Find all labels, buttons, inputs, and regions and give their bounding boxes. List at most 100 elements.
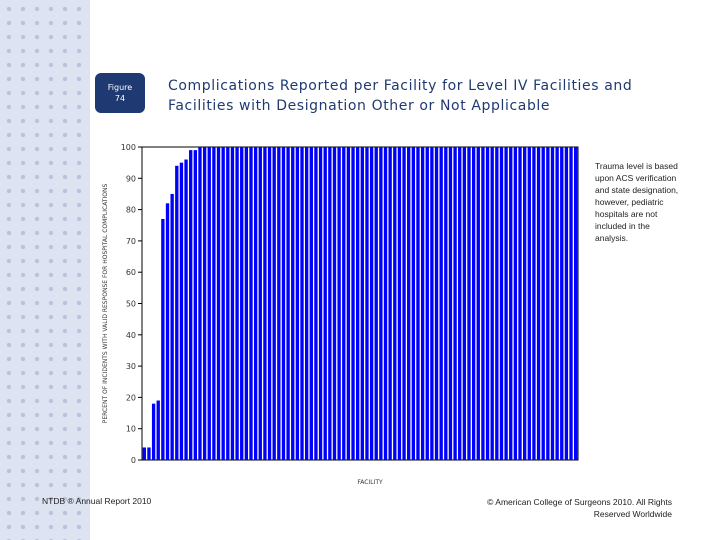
bar <box>328 147 332 460</box>
bar <box>165 203 170 460</box>
y-tick-label: 50 <box>126 300 136 309</box>
bar <box>240 147 244 460</box>
figure-badge: Figure 74 <box>95 73 145 113</box>
bar <box>564 147 569 460</box>
bar <box>481 147 485 460</box>
y-tick-label: 90 <box>126 174 136 183</box>
bar <box>272 147 276 460</box>
bar <box>495 147 499 460</box>
bar <box>212 147 216 460</box>
y-tick-label: 30 <box>126 362 136 371</box>
bar <box>527 147 531 460</box>
bar <box>379 147 383 460</box>
bar <box>509 147 513 460</box>
bar <box>221 147 225 460</box>
bar <box>462 147 467 460</box>
bar <box>444 147 448 460</box>
bar <box>471 147 476 460</box>
bar <box>467 147 471 460</box>
bar <box>560 147 564 460</box>
bar <box>277 147 281 460</box>
y-tick-label: 70 <box>126 237 136 246</box>
bar <box>281 147 286 460</box>
bar <box>458 147 462 460</box>
bar <box>351 147 355 460</box>
bar <box>226 147 230 460</box>
bar <box>518 147 522 460</box>
bar <box>244 147 249 460</box>
bar <box>402 147 406 460</box>
bar <box>249 147 253 460</box>
bar <box>420 147 425 460</box>
bar <box>342 147 346 460</box>
bar <box>476 147 480 460</box>
plot-area <box>141 146 579 461</box>
bar <box>230 147 235 460</box>
bar <box>263 147 267 460</box>
footer-report-name: NTDB ® Annual Report 2010 <box>42 496 152 506</box>
y-tick-label: 80 <box>126 206 136 215</box>
bar <box>360 147 364 460</box>
y-tick-label: 60 <box>126 268 136 277</box>
bar <box>193 150 198 460</box>
bar <box>532 147 536 460</box>
bar <box>323 147 327 460</box>
sidebar-dot-pattern <box>0 0 90 540</box>
bar <box>207 147 211 460</box>
bar <box>170 193 174 460</box>
bar <box>411 147 416 460</box>
plot-frame <box>141 146 579 461</box>
figure-number: 74 <box>114 94 126 103</box>
bar <box>448 147 453 460</box>
bar <box>318 147 323 460</box>
bar <box>161 218 165 460</box>
figure-label: Figure <box>107 83 133 92</box>
bar <box>490 147 494 460</box>
bar <box>574 147 578 460</box>
bar <box>546 147 550 460</box>
bar <box>569 147 573 460</box>
bar <box>142 447 146 460</box>
bar <box>300 147 304 460</box>
bar <box>369 147 374 460</box>
bar <box>337 147 341 460</box>
bar <box>434 147 439 460</box>
bar <box>253 147 258 460</box>
chart-title: Complications Reported per Facility for … <box>168 78 633 114</box>
bar <box>550 147 555 460</box>
bar <box>295 147 300 460</box>
bar <box>147 447 151 460</box>
bar <box>258 147 262 460</box>
bar <box>439 147 443 460</box>
bar <box>555 147 559 460</box>
bar <box>541 147 545 460</box>
y-tick-label: 100 <box>121 143 136 152</box>
y-tick-label: 20 <box>126 393 136 402</box>
bar <box>346 147 351 460</box>
bar <box>175 165 179 460</box>
bar <box>453 147 457 460</box>
trauma-level-note: Trauma level is based upon ACS verificat… <box>595 161 679 243</box>
bar <box>198 147 202 460</box>
bar <box>151 403 156 460</box>
bar <box>388 147 392 460</box>
footer-copyright: © American College of Surgeons 2010. All… <box>487 497 672 519</box>
bar <box>383 147 388 460</box>
bar <box>309 147 313 460</box>
bar <box>397 147 402 460</box>
bar-chart: 0 10 20 30 40 50 60 70 80 90 100 PERCENT OF INCIDE… <box>102 143 579 486</box>
bar <box>202 147 207 460</box>
bar <box>536 147 541 460</box>
y-tick-label: 0 <box>131 456 136 465</box>
bar <box>314 147 318 460</box>
bar <box>393 147 397 460</box>
y-tick-label: 40 <box>126 331 136 340</box>
y-tick-label: 10 <box>126 425 136 434</box>
bar <box>286 147 290 460</box>
bar <box>485 147 490 460</box>
bar <box>430 147 434 460</box>
y-axis-ticks: 0 10 20 30 40 50 60 70 80 90 100 <box>121 143 142 465</box>
y-axis-label: PERCENT OF INCIDENTS WITH VALID RESPONSE… <box>102 184 109 424</box>
bar <box>416 147 420 460</box>
bar <box>304 147 309 460</box>
